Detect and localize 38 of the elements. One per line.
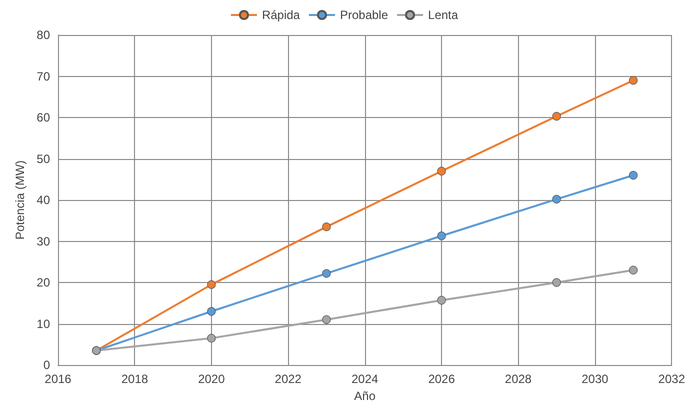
point (207, 307, 216, 316)
point (437, 232, 446, 240)
legend-label: Probable (340, 8, 388, 22)
point (322, 315, 331, 324)
point (552, 194, 561, 204)
y-axis-title: Potencia (MW) (12, 160, 27, 240)
x-tick-label: 2022 (274, 372, 302, 386)
point (629, 76, 638, 85)
y-tick-label: 70 (36, 69, 50, 84)
y-tick-label: 80 (36, 28, 50, 42)
point (322, 269, 331, 278)
y-tick-label: 50 (36, 152, 50, 166)
point (552, 112, 561, 121)
legend-label: Lenta (428, 8, 458, 22)
point (322, 222, 331, 232)
y-tick-label: 10 (36, 316, 50, 331)
y-tick-label: 30 (36, 234, 50, 248)
x-tick-label: 2028 (504, 372, 532, 386)
point (552, 278, 561, 287)
point (207, 334, 216, 342)
x-tick-label: 2032 (658, 372, 686, 386)
y-tick-label: 0 (43, 358, 50, 372)
x-tick-label: 2016 (44, 372, 72, 386)
x-tick-label: 2020 (198, 372, 226, 386)
y-tick-label: 20 (36, 276, 50, 290)
x-tick-label: 2030 (582, 372, 609, 386)
y-tick-label: 60 (36, 110, 50, 124)
y-tick-label: 40 (36, 193, 50, 207)
point (437, 296, 446, 305)
x-tick-label: 2018 (121, 372, 148, 386)
point (629, 266, 638, 274)
x-axis-title: Año (354, 389, 376, 403)
legend-label: Rápida (262, 8, 300, 22)
x-tick-label: 2024 (351, 372, 378, 386)
point (629, 170, 638, 180)
x-tick-label: 2026 (428, 372, 456, 386)
point (207, 280, 216, 289)
point (437, 166, 446, 176)
